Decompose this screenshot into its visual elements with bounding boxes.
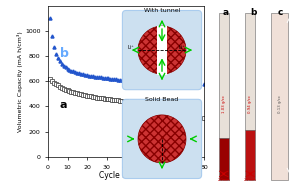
Text: Li⁺: Li⁺ xyxy=(127,45,134,50)
Text: 0.94 g/cc: 0.94 g/cc xyxy=(248,95,252,113)
Bar xyxy=(157,26,167,75)
Bar xyxy=(219,138,229,180)
Bar xyxy=(245,130,255,180)
FancyBboxPatch shape xyxy=(122,10,202,90)
Bar xyxy=(245,13,255,130)
Text: Li⁺: Li⁺ xyxy=(179,45,185,50)
Title: Solid Bead: Solid Bead xyxy=(146,97,178,102)
Polygon shape xyxy=(138,115,186,163)
Text: a: a xyxy=(223,8,229,17)
Text: 2.2mm: 2.2mm xyxy=(244,178,256,182)
Bar xyxy=(272,13,288,180)
Text: b: b xyxy=(60,47,69,60)
Text: c: c xyxy=(278,8,283,17)
Polygon shape xyxy=(138,26,186,74)
X-axis label: Cycle Number: Cycle Number xyxy=(99,171,153,180)
Y-axis label: Volumetric Capacity (mA h/cm³): Volumetric Capacity (mA h/cm³) xyxy=(17,31,23,132)
Text: b: b xyxy=(250,8,256,17)
FancyBboxPatch shape xyxy=(122,99,202,179)
Text: a: a xyxy=(60,100,67,110)
Text: r: r xyxy=(164,148,166,153)
Bar xyxy=(219,13,229,138)
Text: 1.03 g/cc: 1.03 g/cc xyxy=(222,95,226,113)
Text: 2.0mm: 2.0mm xyxy=(218,178,230,182)
Title: With tunnel: With tunnel xyxy=(144,8,180,13)
Text: 0.13 g/cc: 0.13 g/cc xyxy=(278,95,282,113)
Text: 15.9mm: 15.9mm xyxy=(292,87,296,102)
